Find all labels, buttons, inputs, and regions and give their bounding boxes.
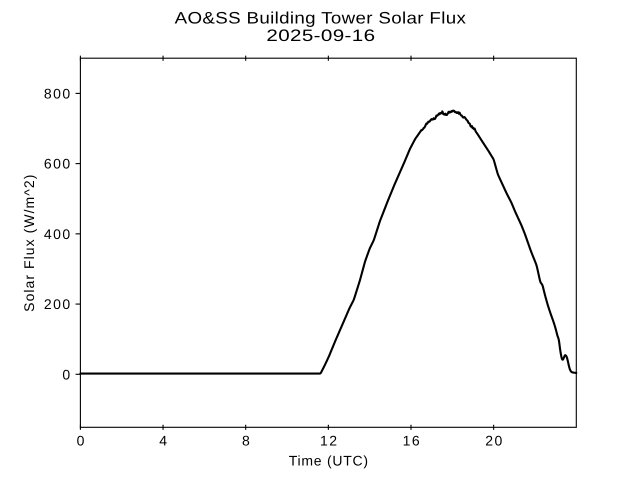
svg-text:Time (UTC): Time (UTC) bbox=[289, 453, 369, 469]
svg-text:12: 12 bbox=[320, 433, 339, 449]
svg-text:16: 16 bbox=[403, 433, 422, 449]
svg-text:8: 8 bbox=[242, 433, 251, 449]
svg-text:2025-09-16: 2025-09-16 bbox=[266, 26, 375, 45]
svg-text:200: 200 bbox=[44, 296, 72, 312]
svg-text:400: 400 bbox=[44, 226, 72, 242]
svg-text:800: 800 bbox=[44, 86, 72, 102]
svg-text:AO&SS Building Tower Solar Flu: AO&SS Building Tower Solar Flux bbox=[175, 9, 467, 28]
svg-text:600: 600 bbox=[44, 156, 72, 172]
svg-text:0: 0 bbox=[77, 433, 86, 449]
svg-text:Solar Flux (W/m^2): Solar Flux (W/m^2) bbox=[21, 174, 37, 312]
svg-text:0: 0 bbox=[62, 366, 71, 382]
svg-text:4: 4 bbox=[159, 433, 168, 449]
svg-text:20: 20 bbox=[485, 433, 504, 449]
